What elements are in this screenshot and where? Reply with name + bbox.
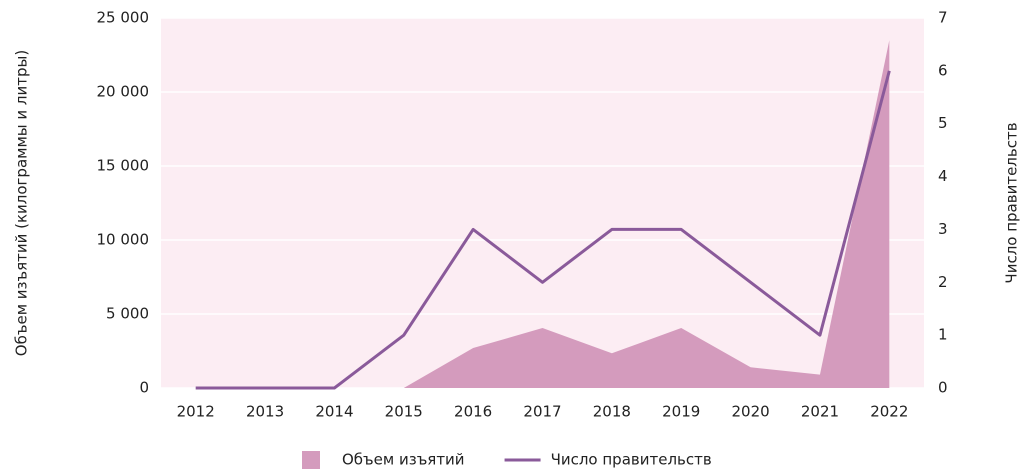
line: [195, 70, 891, 390]
x-tick-label: 2016: [454, 403, 492, 421]
y2-tick-label: 3: [938, 220, 948, 238]
x-tick-label: 2015: [385, 403, 423, 421]
legend-swatch: [302, 451, 320, 469]
legend-label: Объем изъятий: [342, 451, 465, 469]
x-tick-label: 2019: [662, 403, 700, 421]
y-tick-label: 0: [139, 379, 149, 397]
x-tick-label: 2022: [870, 403, 908, 421]
y-axis-title: Объем изъятий (килограммы и литры): [13, 50, 31, 356]
y2-tick-label: 7: [938, 9, 948, 27]
y2-axis-title: Число правительств: [1003, 122, 1021, 283]
y2-tick-label: 6: [938, 61, 948, 79]
y2-tick-label: 0: [938, 379, 948, 397]
x-tick-label: 2013: [246, 403, 284, 421]
y2-tick-label: 5: [938, 114, 948, 132]
y2-tick-label: 4: [938, 167, 948, 185]
y-tick-label: 10 000: [97, 231, 150, 249]
x-tick-label: 2020: [731, 403, 769, 421]
y-tick-label: 5 000: [106, 305, 149, 323]
plot-background: [161, 18, 924, 388]
x-tick-label: 2017: [523, 403, 561, 421]
x-tick-label: 2021: [801, 403, 839, 421]
y2-tick-label: 2: [938, 273, 948, 291]
y2-tick-label: 1: [938, 326, 948, 344]
x-tick-label: 2012: [177, 403, 215, 421]
y-tick-label: 15 000: [97, 157, 150, 175]
x-tick-label: 2014: [315, 403, 353, 421]
y-tick-label: 20 000: [97, 83, 150, 101]
legend-label: Число правительств: [551, 451, 712, 469]
x-tick-label: 2018: [593, 403, 631, 421]
y-tick-label: 25 000: [97, 9, 150, 27]
